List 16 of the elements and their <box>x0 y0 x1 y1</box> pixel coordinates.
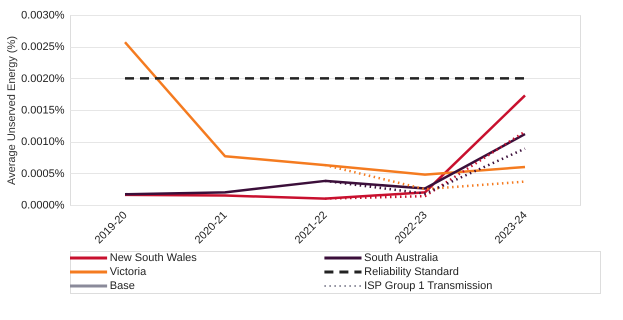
legend-label: New South Wales <box>110 252 198 264</box>
legend-label: South Australia <box>364 252 440 264</box>
legend-label: Victoria <box>110 266 148 278</box>
y-tick-label: 0.0010% <box>21 136 65 148</box>
legend-label: Reliability Standard <box>364 266 459 278</box>
y-tick-label: 0.0020% <box>21 72 65 85</box>
line-series <box>124 132 526 196</box>
y-tick-label: 0.0025% <box>21 41 65 54</box>
line-series <box>124 94 526 200</box>
y-tick-label: 0.0030% <box>21 10 65 22</box>
text: ISP Group 1 Transmission <box>364 280 492 292</box>
y-tick-label: 0.0005% <box>21 168 65 180</box>
y-tick-label: 0.0015% <box>21 104 65 116</box>
y-tick-label: 0.0000% <box>21 200 65 212</box>
y-axis-title: Average Unserved Energy (%) <box>6 36 18 185</box>
text: Base <box>110 280 135 292</box>
